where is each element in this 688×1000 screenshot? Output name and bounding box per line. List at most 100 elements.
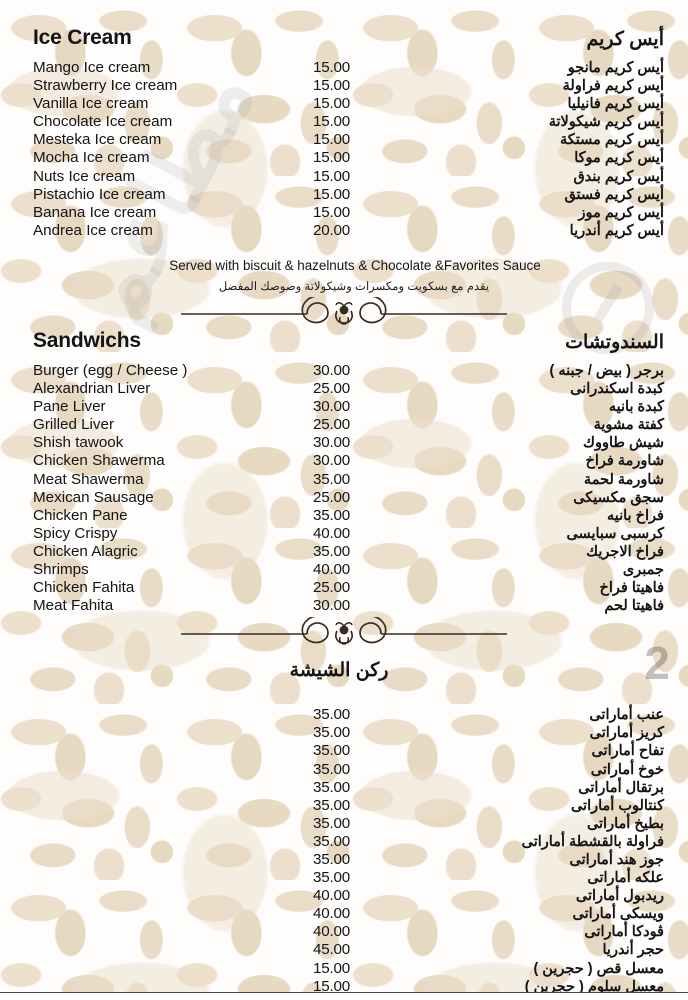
menu-row: 15.00 معسل قص ( حجرين ) — [0, 960, 688, 978]
item-name-ar: أيس كريم أندريا — [569, 222, 664, 239]
item-price: 45.00 — [313, 941, 351, 959]
menu-row: Chicken Fahita 25.00 فاهيتا فراخ — [0, 579, 688, 597]
item-name-ar: كفتة مشوية — [593, 417, 664, 434]
ice-cream-title-en: Ice Cream — [33, 26, 132, 49]
shisha-title-ar: ركن الشيشة — [289, 660, 389, 682]
item-name-ar: شاورمة لحمة — [583, 471, 664, 488]
menu-row: Andrea Ice cream 20.00 أيس كريم أندريا — [0, 222, 688, 240]
item-price: 25.00 — [313, 380, 351, 398]
menu-row: 35.00 تفاح أماراتى — [0, 742, 688, 760]
bottom-rule — [0, 992, 688, 993]
item-name-ar: شيش طاووك — [583, 435, 664, 452]
section-shisha: ركن الشيشة 35.00 عنب أماراتى 35.00 كريز … — [0, 659, 688, 1000]
item-price: 35.00 — [313, 760, 351, 778]
section-ice-cream: Ice Cream أيس كريم Mango Ice cream 15.00… — [0, 0, 688, 293]
item-name-ar: شاورمة فراخ — [585, 453, 664, 470]
item-price: 35.00 — [313, 706, 351, 724]
item-name-ar: ريدبول أماراتى — [575, 888, 664, 905]
menu-row: Shrimps 40.00 جمبرى — [0, 561, 688, 579]
item-name-en: Chicken Alagric — [33, 542, 138, 560]
item-name-en: Mesteka Ice cream — [33, 131, 162, 149]
item-name-ar: كرسبى سبايسى — [566, 525, 664, 542]
item-name-ar: كريز أماراتى — [589, 725, 664, 742]
section-sandwichs: Sandwichs السندوتشات Burger (egg / Chees… — [0, 329, 688, 615]
menu-row: Chicken Alagric 35.00 فراخ الاجريك — [0, 543, 688, 561]
sandwichs-title-ar: السندوتشات — [565, 331, 664, 353]
item-name-ar: فاهيتا لحم — [604, 598, 664, 615]
item-name-ar: كنتالوب أماراتى — [570, 797, 664, 814]
item-name-ar: بطيخ أماراتى — [586, 815, 664, 832]
menu-row: Shish tawook 30.00 شيش طاووك — [0, 434, 688, 452]
item-name-en: Pane Liver — [33, 398, 106, 416]
item-name-en: Nuts Ice cream — [33, 167, 136, 185]
ornament-icon — [181, 296, 507, 325]
item-name-en: Chicken Fahita — [33, 579, 135, 597]
ice-cream-title-ar: أيس كريم — [586, 29, 664, 50]
item-name-ar: أيس كريم فراولة — [562, 78, 664, 95]
menu-row: 35.00 كريز أماراتى — [0, 724, 688, 742]
item-name-ar: ويسكى أماراتى — [572, 906, 664, 923]
item-name-en: Meat Shawerma — [33, 470, 144, 488]
item-price: 15.00 — [313, 185, 351, 203]
item-price: 35.00 — [313, 851, 351, 868]
item-price: 40.00 — [313, 560, 351, 578]
item-price: 30.00 — [313, 434, 351, 452]
item-name-ar: عنب أماراتى — [589, 707, 664, 724]
item-name-ar: برجر ( بيض / جبنه ) — [549, 362, 665, 379]
menu-row: 40.00 ڤودكا أماراتى — [0, 923, 688, 941]
menu-row: Burger (egg / Cheese ) 30.00 برجر ( بيض … — [0, 362, 688, 380]
item-price: 30.00 — [313, 597, 351, 615]
bottom-edge-strip — [0, 993, 688, 1000]
item-name-en: Spicy Crispy — [33, 524, 118, 542]
item-price: 35.00 — [313, 506, 351, 524]
item-name-ar: سجق مكسيكى — [573, 489, 664, 506]
item-name-en: Strawberry Ice cream — [33, 77, 178, 95]
item-price: 15.00 — [313, 113, 351, 131]
menu-row: 35.00 فراولة بالقشطة أماراتى — [0, 833, 688, 851]
menu-row: Strawberry Ice cream 15.00 أيس كريم فراو… — [0, 77, 688, 95]
item-name-ar: أيس كريم فانيليا — [567, 96, 664, 113]
item-price: 40.00 — [313, 524, 351, 542]
top-edge-strip — [0, 0, 688, 6]
item-name-ar: أيس كريم مستكة — [559, 132, 664, 149]
item-name-ar: أيس كريم شيكولاتة — [548, 114, 664, 131]
item-price: 25.00 — [313, 579, 351, 597]
item-price: 15.00 — [313, 167, 351, 185]
shisha-items: 35.00 عنب أماراتى 35.00 كريز أماراتى 35.… — [0, 706, 688, 1000]
item-price: 35.00 — [313, 796, 351, 814]
item-price: 30.00 — [313, 452, 351, 470]
menu-row: Pane Liver 30.00 كبدة بانيه — [0, 398, 688, 416]
item-name-en: Chicken Shawerma — [33, 452, 165, 470]
menu-row: 35.00 بطيخ أماراتى — [0, 815, 688, 833]
item-price: 40.00 — [313, 887, 351, 905]
menu-row: 35.00 عنب أماراتى — [0, 706, 688, 724]
item-name-ar: تفاح أماراتى — [591, 743, 664, 760]
item-name-ar: أيس كريم فستق — [564, 186, 664, 203]
item-name-ar: كبدة بانيه — [608, 399, 664, 416]
menu-row: 40.00 ويسكى أماراتى — [0, 905, 688, 923]
sandwichs-header: Sandwichs السندوتشات — [0, 329, 688, 359]
item-price: 15.00 — [313, 959, 351, 977]
item-price: 35.00 — [313, 542, 351, 560]
item-name-en: Mango Ice cream — [33, 59, 151, 76]
item-price: 15.00 — [313, 77, 351, 95]
menu-row: 35.00 علكه أماراتى — [0, 869, 688, 887]
item-name-en: Burger (egg / Cheese ) — [33, 361, 188, 379]
ice-cream-header: Ice Cream أيس كريم — [0, 26, 688, 56]
divider-ornament-2 — [0, 617, 688, 651]
menu-row: 35.00 جوز هند أماراتى — [0, 851, 688, 869]
item-price: 35.00 — [313, 724, 351, 742]
item-name-ar: معسل قص ( حجرين ) — [533, 960, 664, 977]
item-name-ar: فاهيتا فراخ — [599, 580, 664, 597]
sandwichs-title-en: Sandwichs — [33, 328, 141, 352]
item-name-en: Shrimps — [33, 560, 89, 578]
item-name-ar: أيس كريم موكا — [574, 150, 664, 167]
item-price: 35.00 — [313, 742, 351, 760]
item-name-ar: جمبرى — [622, 561, 664, 578]
menu-row: 45.00 حجر أندريا — [0, 941, 688, 959]
menu-row: Mocha Ice cream 15.00 أيس كريم موكا — [0, 149, 688, 167]
item-price: 15.00 — [313, 59, 351, 76]
item-name-ar: أيس كريم بندق — [573, 168, 664, 185]
menu-row: Mango Ice cream 15.00 أيس كريم مانجو — [0, 59, 688, 77]
